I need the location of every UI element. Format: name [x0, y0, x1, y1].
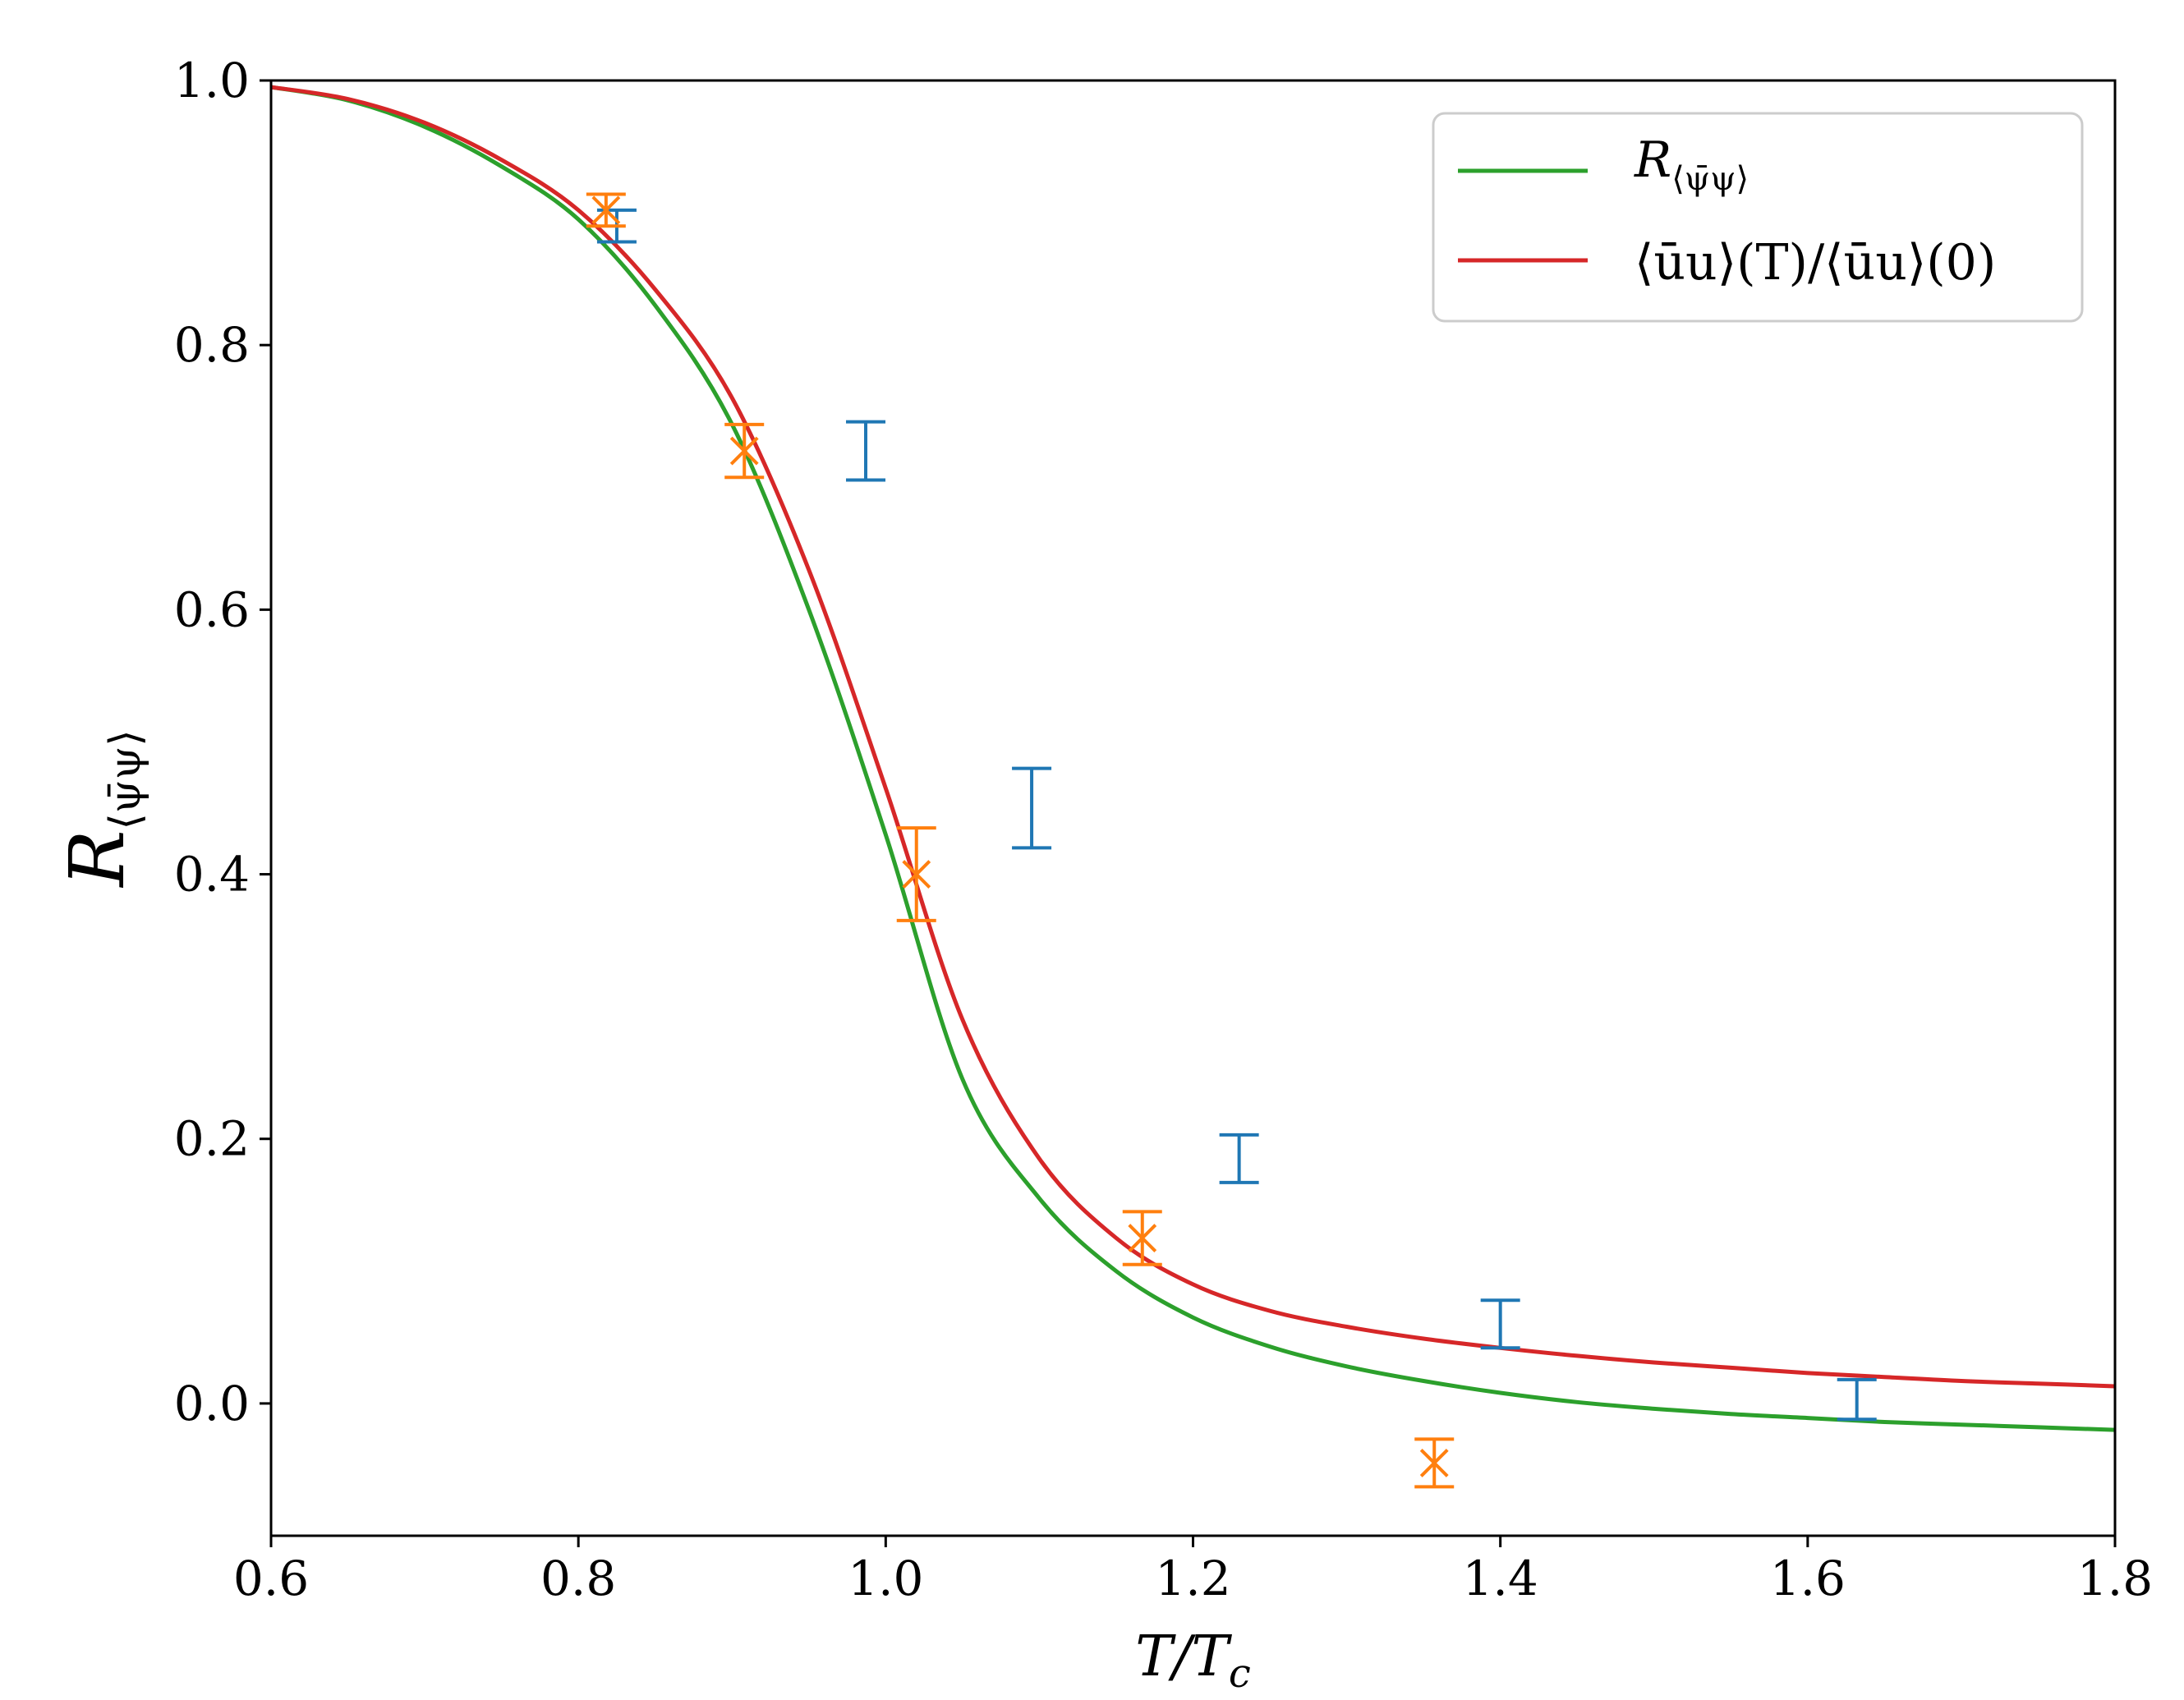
errorbars-layer [586, 192, 1877, 1489]
legend-label-ratio-sub: ⟨ψ̄ψ⟩ [1671, 160, 1749, 198]
errorbar-s3-p3 [1122, 1210, 1162, 1266]
errorbar-s3-p0 [586, 192, 626, 228]
x-tick-label: 1.2 [1155, 1551, 1230, 1606]
errorbar-s2-p5 [1837, 1377, 1877, 1422]
x-tick-label: 1.6 [1770, 1551, 1846, 1606]
x-marker-stroke-b [729, 436, 759, 466]
errorbar-s3-p4 [1414, 1437, 1455, 1489]
legend-label-condensate: ⟨ūu⟩(T)/⟨ūu⟩(0) [1635, 234, 1996, 292]
x-marker-stroke-b [902, 860, 931, 889]
x-tick-label: 1.8 [2077, 1551, 2153, 1606]
y-tick-label: 1.0 [174, 53, 250, 108]
y-axis-label-sub: ⟨ψ̄ψ⟩ [101, 729, 150, 829]
y-tick-label: 0.2 [174, 1111, 250, 1167]
errorbar-s3-p1 [724, 422, 765, 480]
legend-label-ratio: R⟨ψ̄ψ⟩ [1634, 131, 1749, 198]
curve-series-0 [271, 85, 2115, 1432]
errorbar-s2-p1 [846, 420, 886, 482]
y-tick-label: 0.6 [174, 581, 250, 637]
y-axis-label: R⟨ψ̄ψ⟩ [53, 729, 150, 888]
y-axis-label-main: R [53, 829, 141, 888]
x-marker-stroke-b [1419, 1448, 1449, 1477]
x-axis-label: T/Tc [1135, 1624, 1251, 1697]
x-axis-label-sub: c [1229, 1651, 1251, 1697]
legend-box [1432, 112, 2084, 323]
y-tick-label: 0.0 [174, 1376, 250, 1431]
x-marker-stroke-b [1128, 1224, 1157, 1252]
x-tick-label: 1.4 [1463, 1551, 1538, 1606]
errorbar-s2-p4 [1480, 1298, 1520, 1350]
ticks-layer: 0.6 0.8 1.0 1.2 1.4 1.6 1.8 0.0 0.2 0.4 0.6 0.8 1.0 [174, 53, 2153, 1606]
x-tick-label: 0.6 [233, 1551, 309, 1606]
legend: R⟨ψ̄ψ⟩ ⟨ūu⟩(T)/⟨ūu⟩(0) [1432, 112, 2084, 323]
y-tick-label: 0.8 [174, 317, 250, 373]
errorbar-s3-p2 [896, 826, 936, 922]
x-marker-stroke-b [591, 195, 621, 225]
y-tick-label: 0.4 [174, 847, 250, 903]
errorbar-s2-p3 [1219, 1133, 1259, 1184]
x-tick-label: 0.8 [540, 1551, 616, 1606]
x-axis-label-main: T/T [1135, 1624, 1232, 1689]
x-tick-label: 1.0 [848, 1551, 923, 1606]
errorbar-s2-p2 [1012, 766, 1052, 850]
legend-label-ratio-main: R [1634, 131, 1671, 189]
